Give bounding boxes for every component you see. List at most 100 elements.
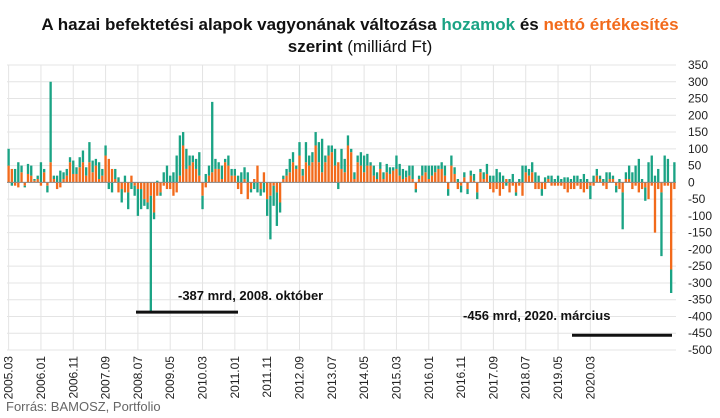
bar-returns	[114, 168, 117, 179]
bar-net-sales	[362, 172, 366, 183]
bar-net-sales	[385, 172, 388, 183]
bar-net-sales	[194, 168, 198, 183]
bar-net-sales	[165, 182, 169, 190]
bar-net-sales	[560, 182, 563, 186]
bar-returns	[543, 177, 547, 183]
bar-net-sales	[576, 182, 579, 186]
bar-returns	[214, 158, 217, 169]
bar-returns	[188, 155, 191, 166]
bar-returns	[17, 162, 20, 183]
bar-net-sales	[660, 182, 663, 193]
title-line-2: szerint (milliárd Ft)	[0, 36, 720, 58]
bar-net-sales	[211, 172, 214, 183]
bar-returns	[194, 158, 198, 169]
x-tick-label: 2008.07	[131, 356, 145, 400]
bar-returns	[375, 172, 379, 179]
bar-returns	[456, 179, 460, 183]
bar-returns	[514, 192, 518, 196]
bar-net-sales	[356, 162, 359, 183]
bar-net-sales	[317, 162, 321, 183]
bar-returns	[291, 152, 295, 163]
bar-returns	[249, 189, 253, 193]
bar-net-sales	[136, 182, 140, 190]
bar-net-sales	[650, 182, 653, 186]
bar-net-sales	[91, 172, 94, 183]
bar-net-sales	[78, 167, 81, 183]
bar-net-sales	[301, 175, 304, 183]
bar-returns	[272, 185, 275, 206]
bar-returns	[401, 168, 405, 179]
bar-returns	[285, 168, 288, 176]
bar-net-sales	[589, 182, 592, 186]
bar-net-sales	[236, 182, 240, 190]
bar-net-sales	[259, 182, 262, 190]
bar-returns	[508, 179, 511, 183]
y-tick-label: 50	[688, 159, 702, 173]
bar-net-sales	[223, 162, 227, 183]
bar-returns	[75, 167, 78, 174]
bar-returns	[624, 172, 628, 179]
bar-net-sales	[110, 168, 114, 183]
bar-returns	[130, 182, 133, 190]
bar-returns	[13, 168, 17, 183]
y-tick-label: -350	[688, 293, 712, 307]
bar-net-sales	[143, 182, 146, 200]
bar-returns	[136, 189, 140, 216]
bar-net-sales	[479, 172, 482, 183]
x-tick-label: 2019.05	[551, 356, 565, 400]
bar-net-sales	[127, 182, 130, 193]
bar-net-sales	[398, 175, 401, 183]
bar-net-sales	[627, 179, 631, 183]
bar-returns	[227, 155, 230, 166]
bar-returns	[621, 192, 624, 230]
y-tick-label: -50	[688, 192, 706, 206]
bar-returns	[479, 168, 482, 173]
bar-net-sales	[647, 182, 650, 200]
bar-returns	[653, 175, 657, 183]
bar-net-sales	[621, 182, 624, 193]
bar-net-sales	[618, 182, 621, 190]
title-and-word: és	[519, 15, 539, 34]
bar-returns	[618, 179, 621, 183]
bar-returns	[573, 175, 576, 183]
bar-returns	[540, 189, 544, 196]
y-tick-label: -400	[688, 309, 712, 323]
bar-net-sales	[185, 168, 188, 183]
y-tick-label: 200	[688, 108, 708, 122]
bar-net-sales	[459, 182, 463, 186]
bar-net-sales	[437, 168, 440, 183]
bar-net-sales	[543, 182, 547, 190]
bar-net-sales	[324, 162, 327, 183]
bar-net-sales	[469, 175, 472, 183]
bar-net-sales	[372, 175, 375, 183]
bar-net-sales	[346, 145, 350, 183]
x-tick-label: 2016.11	[454, 356, 468, 399]
bar-net-sales	[101, 175, 104, 183]
bar-net-sales	[553, 182, 556, 186]
bar-returns	[356, 155, 359, 163]
bar-returns	[330, 145, 333, 153]
bar-net-sales	[653, 182, 657, 233]
bar-returns	[308, 155, 311, 166]
bar-returns	[39, 162, 43, 183]
bar-returns	[85, 167, 88, 176]
bar-returns	[65, 168, 68, 176]
x-tick-label: 2015.03	[389, 356, 403, 400]
bar-returns	[327, 145, 330, 156]
bar-returns	[443, 165, 447, 176]
bar-returns	[395, 155, 398, 169]
y-tick-label: -150	[688, 226, 712, 240]
bar-returns	[569, 179, 573, 183]
bar-net-sales	[421, 175, 424, 183]
bar-returns	[459, 185, 463, 193]
bar-returns	[382, 172, 385, 179]
bar-net-sales	[88, 162, 91, 183]
bar-net-sales	[191, 162, 194, 183]
bar-net-sales	[249, 182, 253, 190]
x-tick-label: 2012.09	[292, 356, 306, 400]
bar-returns	[143, 199, 146, 206]
bar-net-sales	[282, 179, 285, 183]
y-tick-label: -250	[688, 259, 712, 273]
bar-net-sales	[595, 175, 598, 183]
bar-net-sales	[81, 162, 85, 183]
